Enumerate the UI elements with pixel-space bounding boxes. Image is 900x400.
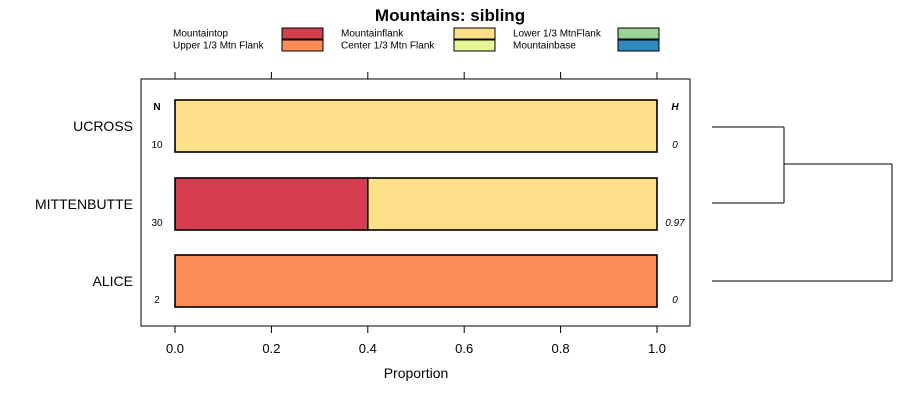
legend-label-lower-1-3-mtnflank: Lower 1/3 MtnFlank (513, 29, 602, 40)
h-header: H (671, 102, 679, 113)
n-value-mittenbutte: 30 (151, 218, 163, 229)
legend-swatch-mountainbase (617, 39, 660, 52)
x-tick-label-0-2: 0.2 (262, 341, 280, 356)
legend-label-upper-1-3-mtn-flank: Upper 1/3 Mtn Flank (173, 41, 265, 52)
dendrogram (712, 126, 893, 282)
bar-ucross-mountainflank (174, 99, 658, 153)
legend-label-mountainflank: Mountainflank (341, 29, 404, 40)
n-header: N (153, 102, 160, 113)
h-value-mittenbutte: 0.97 (665, 218, 685, 229)
legend-swatch-mountaintop (281, 27, 324, 40)
x-tick-label-0-8: 0.8 (552, 341, 570, 356)
legend-swatch-lower-1-3-mtnflank (617, 27, 660, 40)
x-tick-label-0-0: 0.0 (166, 341, 184, 356)
category-label-mittenbutte: MITTENBUTTE (35, 196, 133, 212)
x-tick-label-0-4: 0.4 (359, 341, 377, 356)
legend-swatch-center-1-3-mtn-flank (453, 39, 496, 52)
category-label-ucross: UCROSS (73, 118, 133, 134)
legend-label-center-1-3-mtn-flank: Center 1/3 Mtn Flank (341, 41, 435, 52)
n-value-ucross: 10 (151, 140, 163, 151)
x-axis: 0.0 0.2 0.4 0.6 0.8 1.0 (166, 72, 666, 356)
h-value-ucross: 0 (672, 140, 678, 151)
bar-mittenbutte-mountaintop (174, 177, 369, 231)
legend-swatch-mountainflank (453, 27, 496, 40)
chart-title: Mountains: sibling (375, 6, 525, 25)
legend-swatch-upper-1-3-mtn-flank (281, 39, 324, 52)
x-tick-label-0-6: 0.6 (455, 341, 473, 356)
n-value-alice: 2 (154, 295, 160, 306)
bars: UCROSS 10 0 MITTENBUTTE 30 0.97 ALICE 2 0 (35, 99, 685, 308)
x-axis-title: Proportion (384, 365, 449, 381)
bar-mittenbutte-mountainflank (366, 177, 658, 231)
legend-label-mountainbase: Mountainbase (513, 41, 576, 52)
bar-alice-upper-1-3-mtn-flank (174, 254, 658, 308)
h-value-alice: 0 (672, 295, 678, 306)
plot-frame (140, 78, 691, 327)
category-label-alice: ALICE (93, 273, 133, 289)
legend-label-mountaintop: Mountaintop (173, 29, 228, 40)
x-tick-label-1-0: 1.0 (648, 341, 666, 356)
